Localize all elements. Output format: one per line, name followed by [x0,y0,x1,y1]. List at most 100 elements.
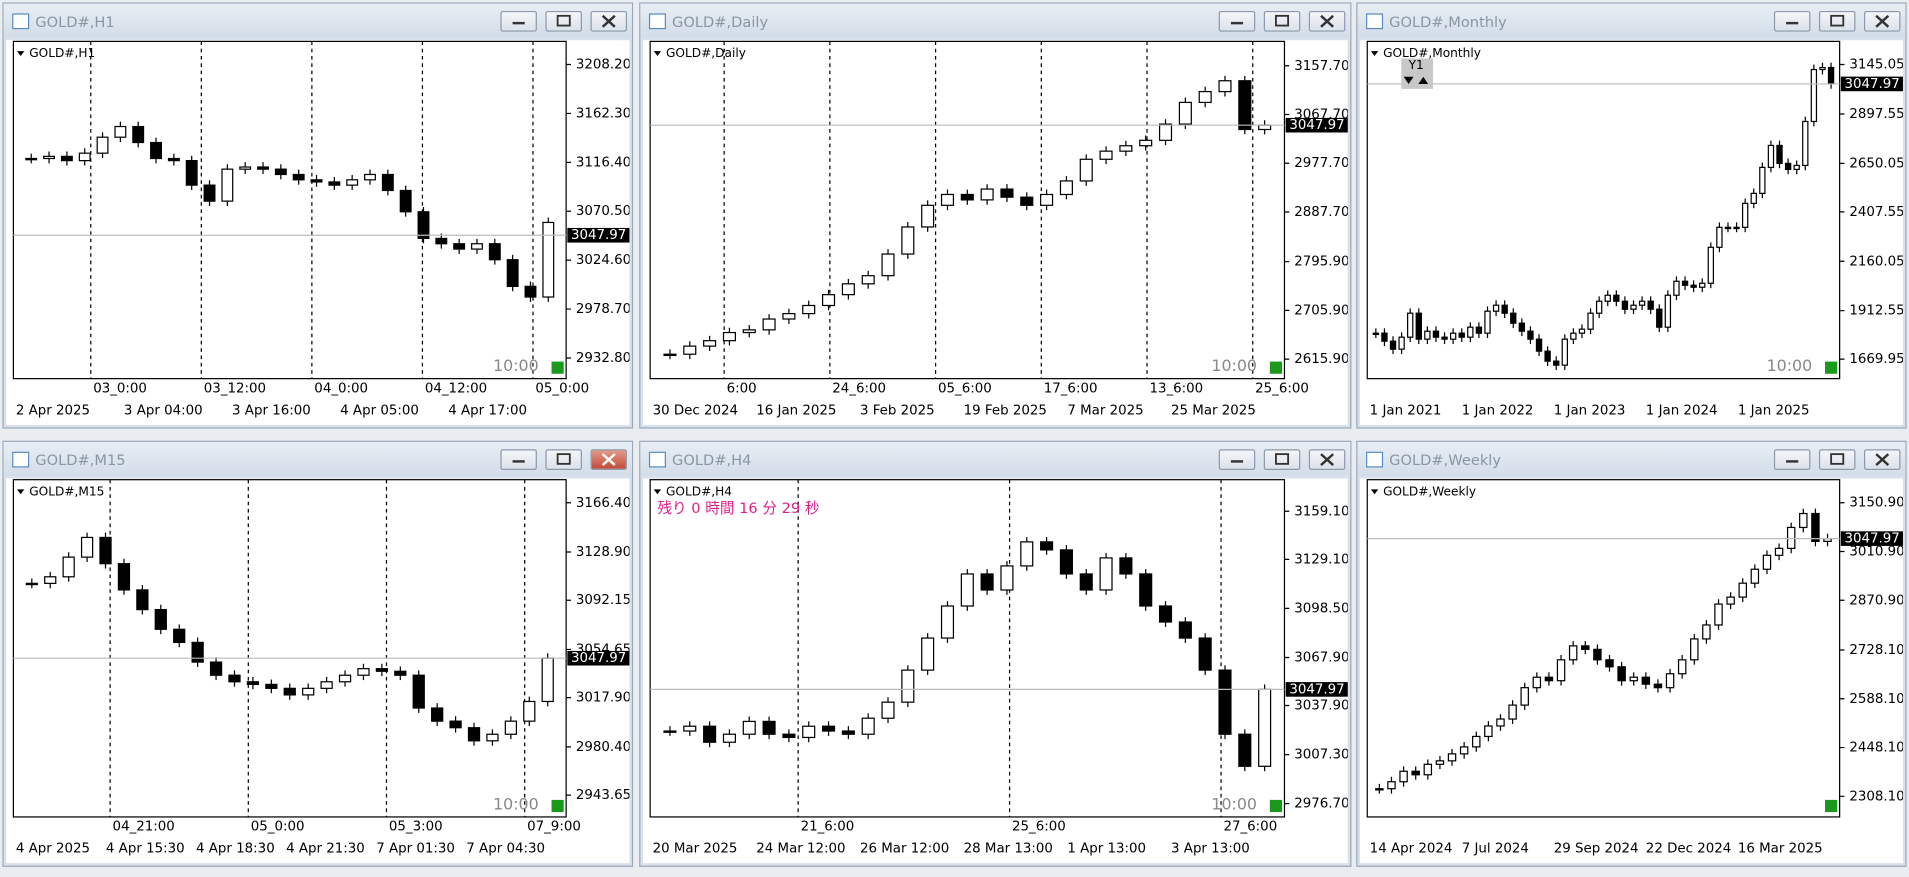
separator-label: 21_6:00 [801,820,855,835]
time-label: 1 Jan 2022 [1462,403,1534,418]
current-price-label: 3047.97 [1289,682,1344,697]
maximize-button[interactable] [1263,10,1301,32]
separator-label: 13_6:00 [1149,381,1203,396]
separator-label: 25_6:00 [1012,820,1066,835]
candle-body [1653,683,1663,689]
price-tick-label: 2976.70 [1294,797,1348,812]
candle-body [1484,310,1491,334]
candle-body [1238,733,1252,767]
minimize-button[interactable] [1218,449,1256,470]
symbol-dropdown[interactable] [1370,489,1379,495]
close-button[interactable] [1308,10,1346,32]
chart-area: 04_21:00 05_0:00 05_3:00 07_9:00 3166.40 3128… [6,478,630,864]
candle-body [1508,704,1517,720]
candle-body [1218,80,1232,93]
candle-body [1690,284,1697,288]
candle-body [1387,781,1396,790]
candle-body [1432,330,1440,338]
symbol-dropdown[interactable] [17,51,25,57]
candle-body [1707,246,1714,284]
symbol-label: GOLD#,Daily [666,46,746,60]
price-tick-label: 2977.70 [1294,156,1348,171]
time-label: 4 Apr 2025 [16,842,90,857]
maximize-button[interactable] [545,449,582,470]
candle-body [375,668,389,672]
symbol-label: GOLD#,H4 [666,484,732,498]
time-label: 24 Mar 12:00 [756,842,845,857]
close-button[interactable] [1863,449,1901,470]
symbol-dropdown[interactable] [653,51,662,57]
status-indicator [1825,361,1838,374]
candle-body [541,657,554,703]
price-tick-label: 3067.90 [1294,650,1348,665]
minimize-button[interactable] [1218,10,1256,32]
candle-body [1767,144,1775,169]
close-button[interactable] [590,10,628,32]
candle-body [1656,308,1663,328]
window-title: GOLD#,Daily [672,13,769,31]
time-label: 4 Apr 05:00 [340,403,419,418]
minimize-button[interactable] [1773,449,1811,470]
minimize-button[interactable] [1773,10,1811,32]
button-glyph [1230,21,1244,25]
candle-body [1556,659,1566,682]
candle-body [1040,193,1054,206]
candle-body [1714,603,1723,626]
candle-body [486,733,499,742]
candle-body [683,345,697,355]
candle-body [980,573,994,591]
current-price-label: 3047.97 [1845,532,1900,547]
symbol-dropdown[interactable] [653,489,662,495]
candle-body [431,707,444,722]
close-button[interactable] [1308,449,1346,470]
candle-body [1079,158,1093,182]
candle-body [346,179,359,186]
price-tick-label: 2897.55 [1849,107,1903,122]
candle-body [1553,360,1560,366]
candle-body [901,669,915,703]
maximize-button[interactable] [1263,449,1301,470]
candle-body [542,221,555,298]
status-indicator [551,361,564,374]
minimize-button[interactable] [500,449,537,470]
price-tick-label: 2448.10 [1849,741,1903,756]
button-glyph [1786,21,1799,25]
symbol-dropdown[interactable] [1370,51,1379,57]
candle-body [1459,746,1469,755]
candle-body [940,605,955,639]
candle-body [185,160,198,186]
candle-body [921,637,935,671]
separator-label: 25_6:00 [1255,381,1309,396]
maximize-button[interactable] [545,10,582,32]
symbol-dropdown[interactable] [17,489,25,495]
candle-body [320,681,333,689]
button-glyph [1875,453,1890,466]
close-button[interactable] [590,449,628,470]
current-price-box [567,227,630,243]
candle-body [154,608,167,630]
maximize-button[interactable] [1818,449,1856,470]
candle-body [1819,66,1826,71]
candle-body [1690,638,1699,661]
candle-body [1810,68,1818,123]
candle-body [1535,338,1543,352]
minimize-button[interactable] [500,10,537,32]
time-label: 28 Mar 13:00 [964,842,1053,857]
price-tick-label: 3157.70 [1294,59,1348,74]
candle-body [1518,322,1526,332]
candle-body [1578,328,1586,334]
candle-body [1561,338,1568,366]
price-tick-label: 3024.60 [576,253,630,268]
current-price-box [1840,76,1903,92]
candle-body [960,573,974,607]
close-button[interactable] [1863,10,1901,32]
symbol-label: GOLD#,Weekly [1383,484,1476,498]
button-glyph [1230,460,1244,463]
candle-body [167,157,180,162]
candle-body [1389,340,1397,350]
time-label: 2 Apr 2025 [16,403,90,418]
chart-window: GOLD#,Weekly 3150.90 3010.90 2870.90 2728.10… [1356,440,1907,867]
candle-body [1587,312,1594,330]
maximize-button[interactable] [1818,10,1856,32]
candle-body [1020,196,1034,206]
